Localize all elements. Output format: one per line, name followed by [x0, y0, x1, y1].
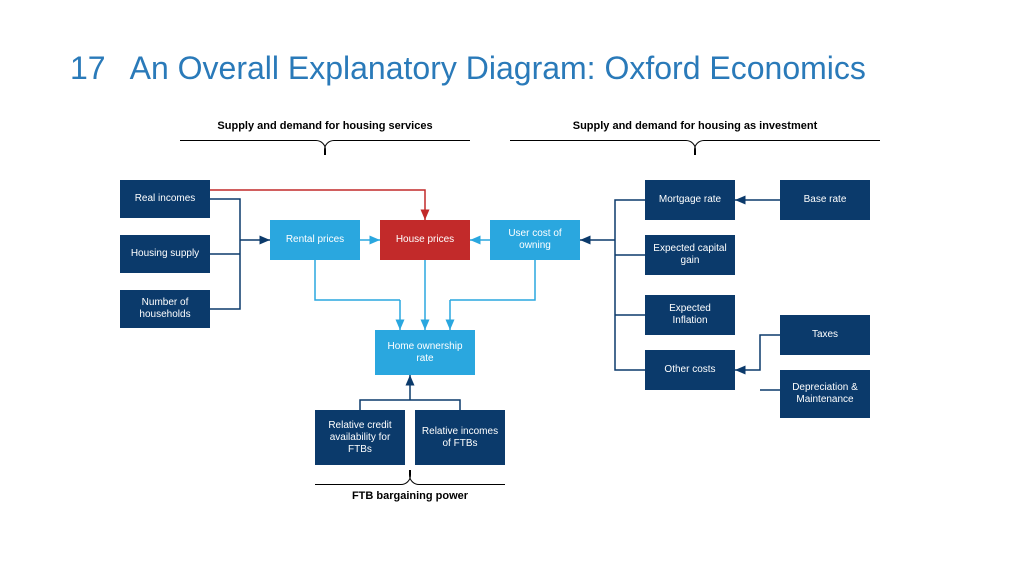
node-other-costs: Other costs: [645, 350, 735, 390]
node-rel-credit: Relative credit availability for FTBs: [315, 410, 405, 465]
node-exp-inflation: Expected Inflation: [645, 295, 735, 335]
node-rental-prices: Rental prices: [270, 220, 360, 260]
diagram-canvas: Supply and demand for housing services S…: [100, 120, 920, 550]
node-real-incomes: Real incomes: [120, 180, 210, 218]
section-label-bottom: FTB bargaining power: [310, 490, 510, 502]
slide-title: 17 An Overall Explanatory Diagram: Oxford…: [70, 50, 866, 87]
node-exp-cap-gain: Expected capital gain: [645, 235, 735, 275]
node-taxes: Taxes: [780, 315, 870, 355]
slide-number: 17: [70, 50, 106, 86]
slide-title-text: An Overall Explanatory Diagram: Oxford E…: [130, 50, 866, 86]
node-user-cost: User cost of owning: [490, 220, 580, 260]
node-depreciation: Depreciation & Maintenance: [780, 370, 870, 418]
node-house-prices: House prices: [380, 220, 470, 260]
node-home-ownership: Home ownership rate: [375, 330, 475, 375]
brace-right: [510, 140, 880, 154]
node-base-rate: Base rate: [780, 180, 870, 220]
node-num-households: Number of households: [120, 290, 210, 328]
brace-bottom: [315, 470, 505, 484]
section-label-right: Supply and demand for housing as investm…: [500, 120, 890, 132]
node-mortgage-rate: Mortgage rate: [645, 180, 735, 220]
section-label-left: Supply and demand for housing services: [170, 120, 480, 132]
node-rel-incomes: Relative incomes of FTBs: [415, 410, 505, 465]
brace-left: [180, 140, 470, 154]
node-housing-supply: Housing supply: [120, 235, 210, 273]
